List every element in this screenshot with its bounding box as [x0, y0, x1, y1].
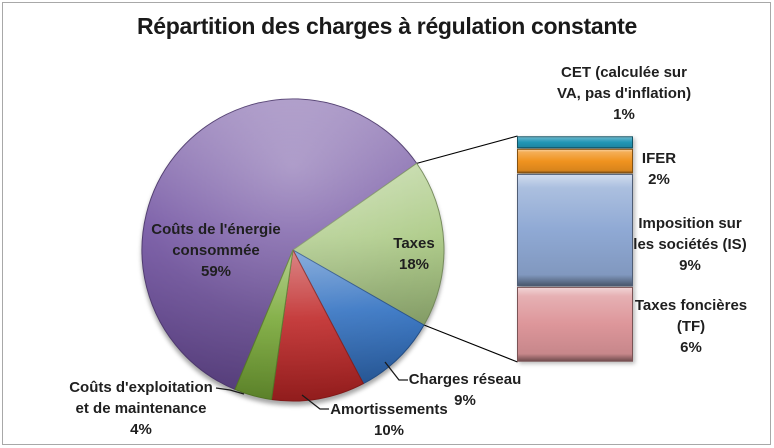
chart-title: Répartition des charges à régulation con… [137, 13, 637, 39]
bar-breakdown [517, 136, 633, 362]
label-exploitation: Coûts d'exploitation et de maintenance 4… [69, 379, 213, 438]
leader-line-charges-reseau [384, 361, 408, 381]
label-taxes: Taxes 18% [393, 235, 435, 273]
leader-line-amortissements [301, 394, 329, 410]
connector-line-bottom [423, 324, 518, 363]
label-cet: CET (calculée sur VA, pas d'inflation) 1… [556, 64, 692, 123]
label-charges-reseau: Charges réseau 9% [408, 371, 522, 409]
leader-line-exploitation [215, 387, 245, 395]
label-is: Imposition sur les sociétés (IS) 9% [633, 215, 747, 274]
label-energie: Coûts de l'énergie consommée 59% [151, 221, 281, 280]
bar-segment-tf [517, 286, 633, 362]
label-amortissements: Amortissements 10% [330, 401, 448, 439]
leader-lines [215, 361, 408, 410]
bar-segment-cet [517, 136, 633, 149]
connector-line-top [416, 135, 518, 164]
label-tf: Taxes foncières (TF) 6% [634, 297, 748, 356]
bar-segment-ifer [517, 148, 633, 174]
label-ifer: IFER 2% [641, 150, 677, 188]
bar-segment-is [517, 173, 633, 287]
